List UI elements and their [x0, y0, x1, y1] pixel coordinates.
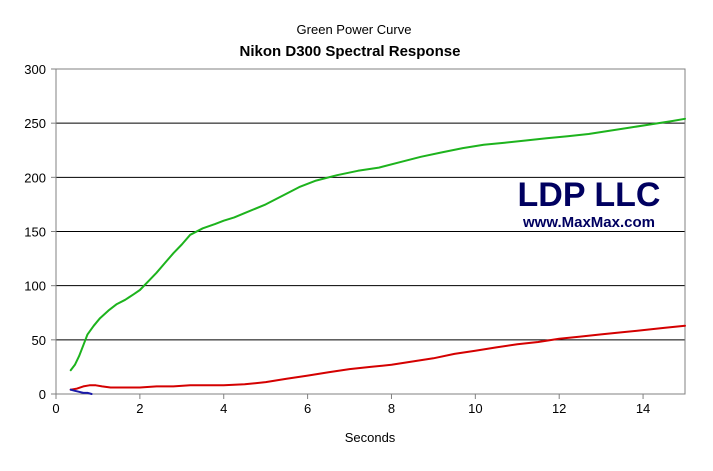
x-tick-label-7: 14 [636, 401, 650, 416]
x-axis-label: Seconds [345, 430, 396, 445]
x-tick-label-3: 6 [304, 401, 311, 416]
x-tick-label-1: 2 [136, 401, 143, 416]
watermark-company-name: LDP LLC [518, 176, 661, 214]
data-series [69, 117, 686, 395]
x-tick-label-2: 4 [220, 401, 227, 416]
x-tick-label-0: 0 [52, 401, 59, 416]
x-tick-label-4: 8 [388, 401, 395, 416]
series-line-2 [69, 388, 93, 395]
y-tick-label-6: 300 [24, 62, 46, 77]
chart-subtitle: Nikon D300 Spectral Response [240, 43, 461, 60]
y-tick-label-2: 100 [24, 279, 46, 294]
series-line-0 [69, 117, 686, 372]
y-tick-label-3: 150 [24, 225, 46, 240]
y-tick-label-5: 250 [24, 116, 46, 131]
y-tick-label-4: 200 [24, 170, 46, 185]
y-axis-ticks: 0 50 100 150 200 250 300 [24, 62, 56, 402]
watermark-website: www.MaxMax.com [522, 214, 655, 231]
chart-title: Green Power Curve [297, 22, 412, 37]
gridlines [56, 122, 685, 341]
y-tick-label-0: 0 [39, 387, 46, 402]
x-tick-label-5: 10 [468, 401, 482, 416]
series-line-1 [69, 324, 686, 391]
x-axis-ticks: 0 2 4 6 8 10 12 14 [52, 394, 650, 416]
y-tick-label-1: 50 [32, 333, 46, 348]
x-tick-label-6: 12 [552, 401, 566, 416]
